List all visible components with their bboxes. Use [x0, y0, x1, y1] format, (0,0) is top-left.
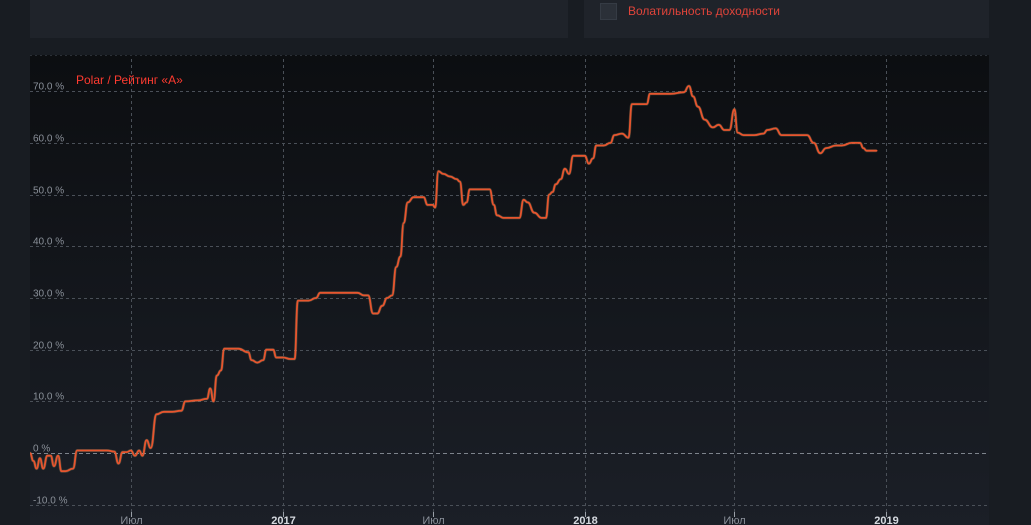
y-tick-label: 20.0 %: [33, 341, 64, 352]
volatility-legend-panel: Волатильность доходности: [584, 0, 989, 38]
y-tick-label: 50.0 %: [33, 186, 64, 197]
chart-title: Polar / Рейтинг «А»: [76, 73, 183, 87]
plot-background: [30, 55, 989, 525]
y-tick-label: 60.0 %: [33, 134, 64, 145]
x-axis-ticks: Июл 2017 Июл 2018 Июл 2019: [120, 512, 899, 525]
series-line-polar[interactable]: [30, 85, 878, 473]
y-tick-label: -10.0 %: [33, 496, 68, 507]
y-tick-label: 70.0 %: [33, 82, 64, 93]
x-tick-label: Июл: [723, 515, 745, 525]
grid-lines: [30, 59, 989, 513]
top-panel-left: [30, 0, 568, 38]
series-layer: [30, 84, 878, 473]
y-tick-label: 40.0 %: [33, 237, 64, 248]
y-tick-label: 0 %: [33, 444, 50, 455]
volatility-label[interactable]: Волатильность доходности: [628, 4, 780, 18]
x-tick-label: 2018: [573, 515, 597, 525]
y-tick-label: 30.0 %: [33, 289, 64, 300]
x-tick-label: Июл: [422, 515, 444, 525]
x-tick-label: 2019: [874, 515, 898, 525]
performance-chart: 70.0 % 60.0 % 50.0 % 40.0 % 30.0 % 20.0 % 10.0…: [30, 55, 989, 525]
y-axis-ticks: 70.0 % 60.0 % 50.0 % 40.0 % 30.0 % 20.0 % 10.0…: [33, 82, 68, 507]
volatility-checkbox[interactable]: [600, 3, 617, 20]
x-tick-label: 2017: [271, 515, 295, 525]
y-tick-label: 10.0 %: [33, 392, 64, 403]
chart-area: 70.0 % 60.0 % 50.0 % 40.0 % 30.0 % 20.0 % 10.0…: [30, 55, 989, 525]
x-tick-label: Июл: [120, 515, 142, 525]
